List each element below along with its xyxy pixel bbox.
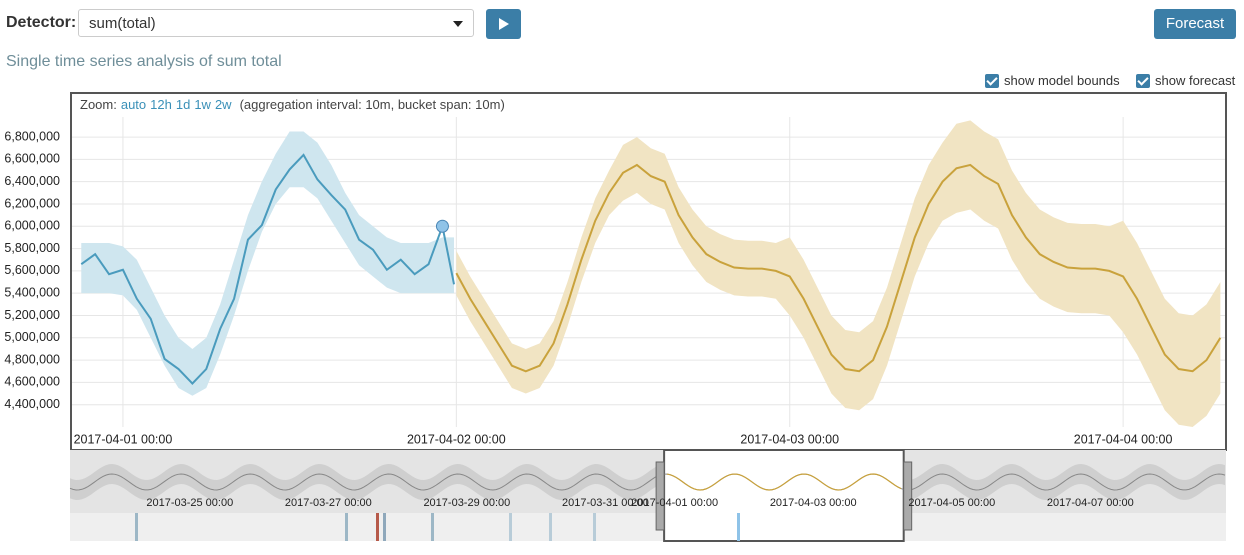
swimlane-marker xyxy=(737,513,740,541)
zoom-level[interactable]: 2w xyxy=(214,97,232,112)
zoom-bar: Zoom: auto 12h 1d 1w 2w (aggregation interval:… xyxy=(80,97,505,112)
zoom-level[interactable]: 1d xyxy=(175,97,191,112)
y-tick-label: 6,400,000 xyxy=(4,174,60,188)
x-tick-label: 2017-04-03 00:00 xyxy=(740,432,839,446)
y-tick-label: 5,800,000 xyxy=(4,241,60,255)
y-tick-label: 4,800,000 xyxy=(4,352,60,366)
y-tick-label: 6,200,000 xyxy=(4,196,60,210)
y-tick-label: 6,600,000 xyxy=(4,152,60,166)
swimlane-marker xyxy=(431,513,434,541)
play-icon xyxy=(499,18,509,30)
subtitle: Single time series analysis of sum total xyxy=(6,53,282,70)
y-tick-label: 4,400,000 xyxy=(4,397,60,411)
context-tick-label: 2017-04-01 00:00 xyxy=(631,497,718,509)
swimlane-marker xyxy=(135,513,138,541)
context: 2017-03-25 00:00 2017-03-27 00:00 2017-03-… xyxy=(69,449,1226,542)
x-tick-label: 2017-04-02 00:00 xyxy=(407,432,506,446)
checkbox-label: show forecast xyxy=(1155,73,1236,88)
checkbox[interactable]: show forecast xyxy=(1136,73,1235,88)
context-tick-label: 2017-03-31 00:00 xyxy=(562,497,649,509)
context-tick-label: 2017-04-07 00:00 xyxy=(1047,497,1134,509)
y-tick-label: 5,600,000 xyxy=(4,263,60,277)
checkbox-icon xyxy=(985,73,999,88)
zoom-level[interactable]: auto xyxy=(120,97,147,112)
checkbox-label: show model bounds xyxy=(1004,73,1120,88)
swimlane-marker xyxy=(376,513,379,541)
swimlane-marker xyxy=(593,513,596,541)
context-line xyxy=(69,473,1226,491)
zoom-info: (aggregation interval: 10m, bucket span:… xyxy=(239,97,505,112)
zoom-label: Zoom: xyxy=(80,97,117,112)
y-tick-label: 6,800,000 xyxy=(4,129,60,143)
model-bounds xyxy=(456,120,1221,427)
swimlane-marker xyxy=(549,513,552,541)
run-button[interactable] xyxy=(486,9,521,39)
series-line xyxy=(455,163,1222,373)
y-tick-label: 5,200,000 xyxy=(4,308,60,322)
series-line xyxy=(80,153,455,385)
detector-value: sum(total) xyxy=(89,15,156,32)
y-tick-label: 4,600,000 xyxy=(4,375,60,389)
detector-label: Detector: xyxy=(6,14,77,31)
zoom-levels: auto 12h 1d 1w 2w xyxy=(117,97,232,112)
context-tick-label: 2017-04-05 00:00 xyxy=(908,497,995,509)
caret xyxy=(453,21,463,27)
focus-chart: 4,400,000 4,600,000 4,800,000 5,000,000 5,20… xyxy=(4,117,1225,446)
forecast-button[interactable]: Forecast xyxy=(1154,9,1236,39)
swimlane-marker xyxy=(509,513,512,541)
context-tick-label: 2017-03-27 00:00 xyxy=(285,497,372,509)
brush-handle xyxy=(903,461,913,531)
swimlane-marker xyxy=(345,513,348,541)
anomaly-marker xyxy=(435,219,449,233)
model-bounds xyxy=(81,131,455,396)
checkbox[interactable]: show model bounds xyxy=(985,73,1120,88)
checkbox-icon xyxy=(1136,73,1150,88)
y-tick-label: 5,400,000 xyxy=(4,285,60,299)
swimlane-marker xyxy=(383,513,386,541)
x-tick-label: 2017-04-04 00:00 xyxy=(1074,432,1173,446)
context-tick-label: 2017-03-29 00:00 xyxy=(423,497,510,509)
context-selection xyxy=(663,449,905,542)
context-tick-label: 2017-03-25 00:00 xyxy=(146,497,233,509)
zoom-level[interactable]: 12h xyxy=(150,97,172,112)
brush-handle xyxy=(655,461,665,531)
y-tick-label: 6,000,000 xyxy=(4,219,60,233)
context-tick-label: 2017-04-03 00:00 xyxy=(770,497,857,509)
zoom-level[interactable]: 1w xyxy=(194,97,211,112)
swimlane xyxy=(70,513,1226,541)
context-line-selected xyxy=(666,473,902,491)
x-tick-label: 2017-04-01 00:00 xyxy=(74,432,173,446)
detector-select[interactable]: sum(total) xyxy=(78,9,474,37)
y-tick-label: 5,000,000 xyxy=(4,330,60,344)
